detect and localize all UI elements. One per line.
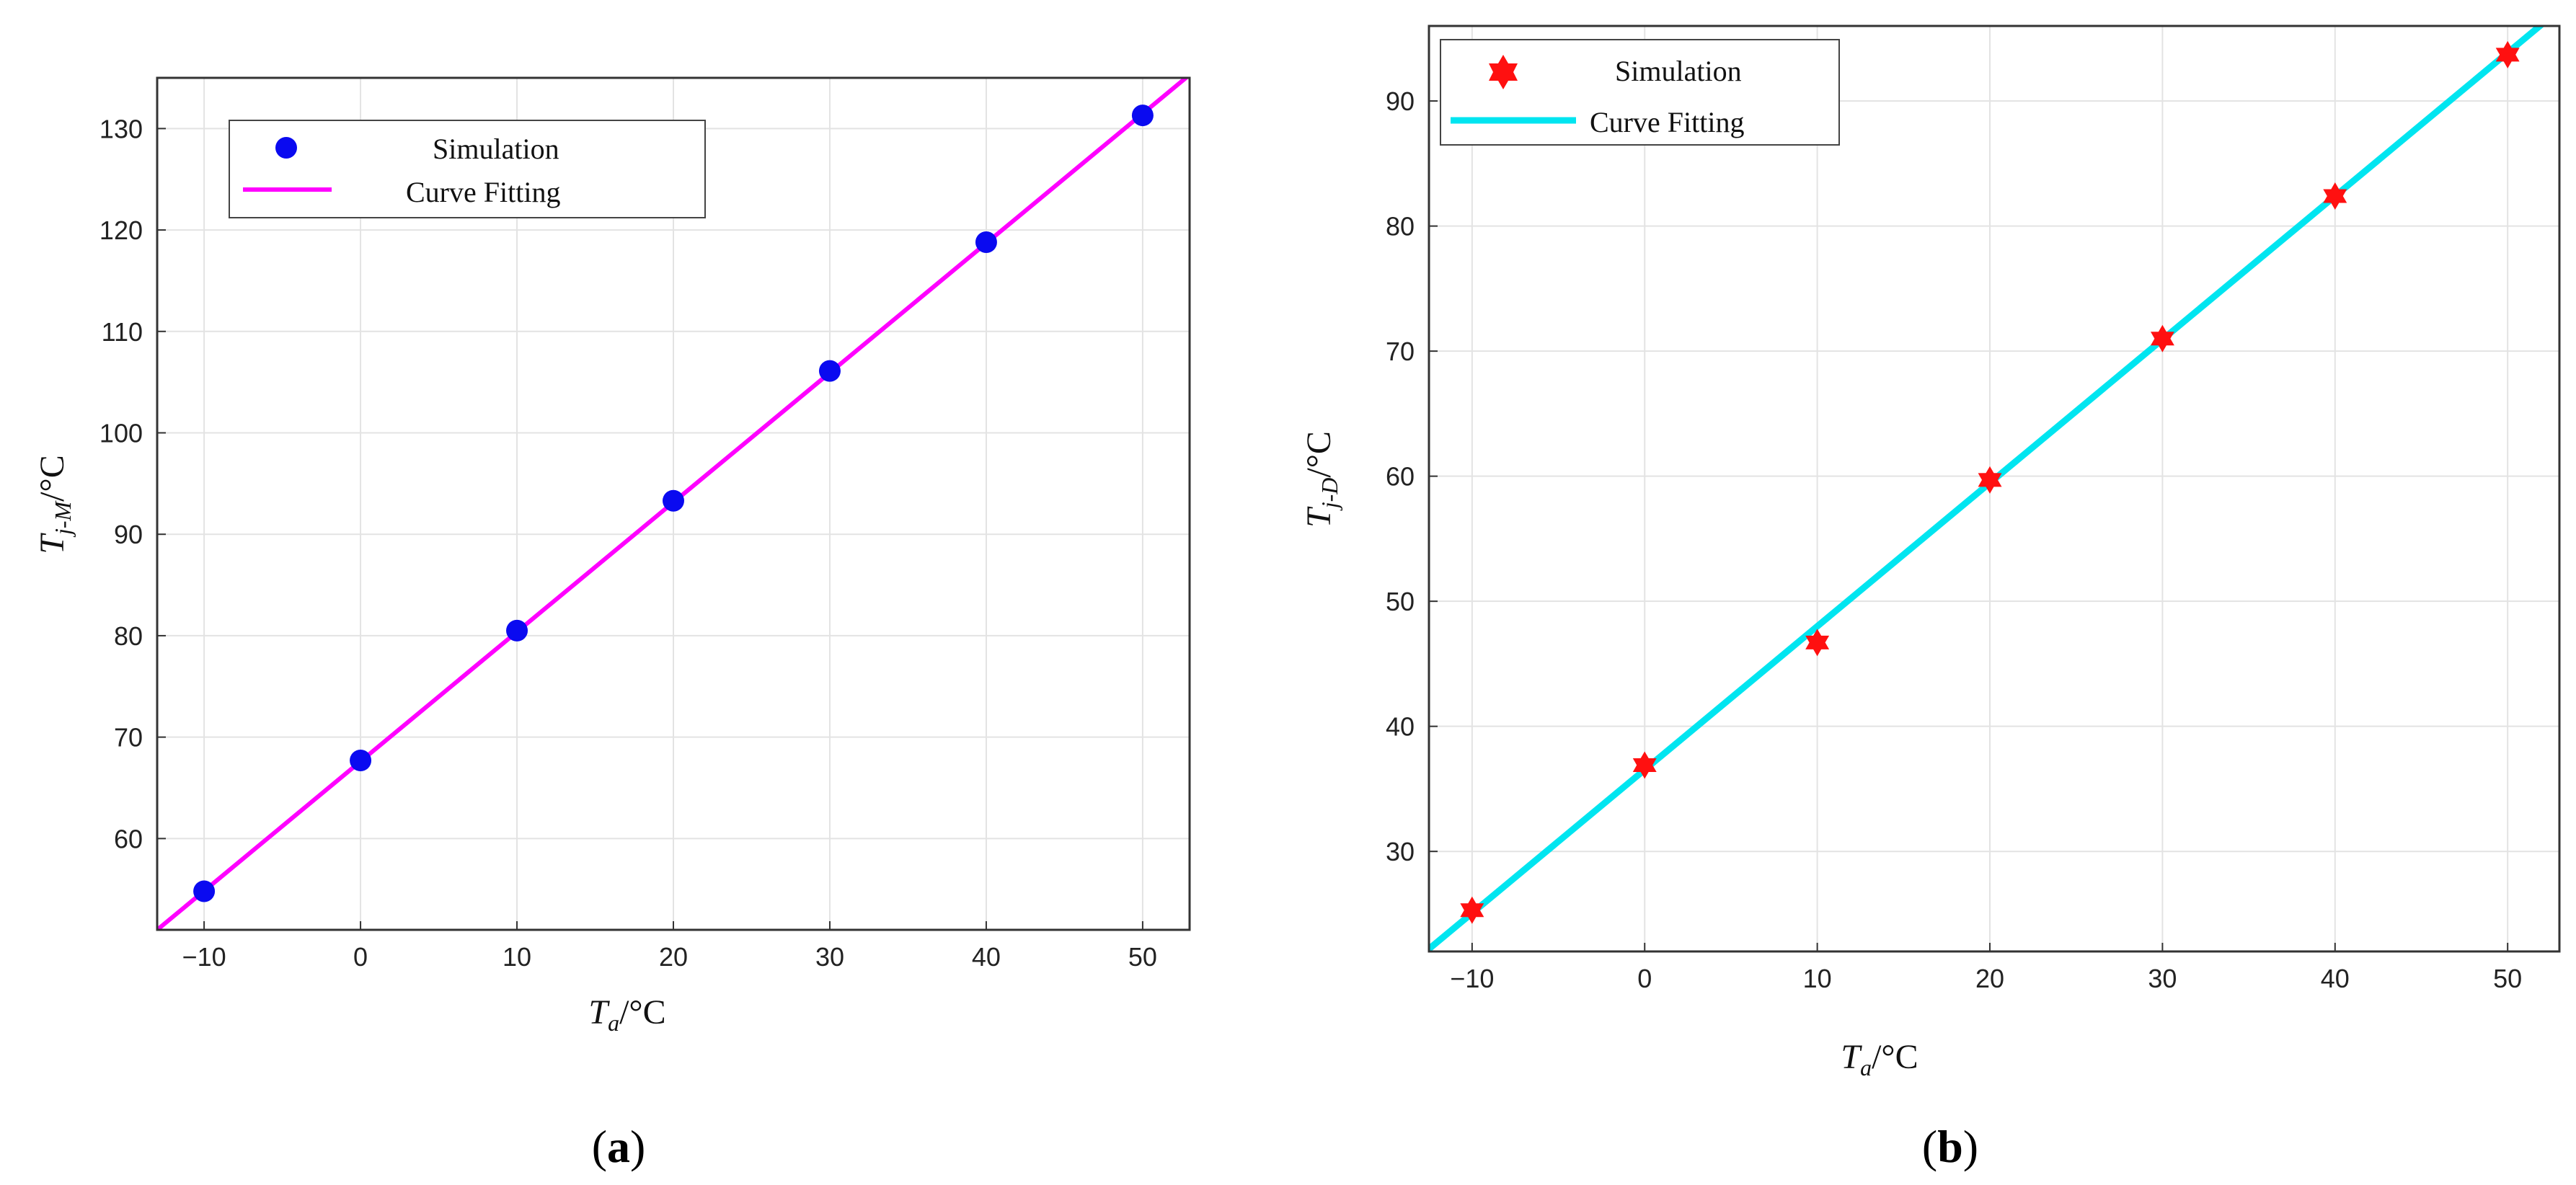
scatter-point-simulation <box>975 231 997 253</box>
x-tick-label: 50 <box>1128 942 1157 972</box>
y-tick-label: 80 <box>1386 212 1415 241</box>
y-tick-label: 80 <box>114 621 143 651</box>
x-tick-label: 40 <box>972 942 1001 972</box>
legend-box-a <box>229 120 706 218</box>
grid-b <box>1429 26 2559 951</box>
x-ticks-a: −10 0 10 20 30 40 50 <box>182 921 1157 972</box>
scatter-point-simulation <box>193 880 216 902</box>
y-tick-label: 120 <box>99 216 143 245</box>
plot-frame-a <box>156 76 1191 931</box>
legend-marker-simulation-a <box>275 137 297 159</box>
x-tick-label: 10 <box>503 942 531 972</box>
caption-a: (a) <box>592 1121 646 1172</box>
panel-b: −10 0 10 20 30 40 50 30 40 50 60 70 80 90 Simulation… <box>1300 25 2561 1172</box>
scatter-point-simulation <box>350 750 372 772</box>
caption-letter-a: a <box>607 1121 630 1172</box>
y-axis-label-sub-a: j-M <box>50 500 76 538</box>
scatter-point-simulation <box>2495 40 2520 68</box>
y-tick-label: 110 <box>102 317 143 347</box>
x-tick-label: 40 <box>2321 964 2350 993</box>
x-ticks-b: −10 0 10 20 30 40 50 <box>1450 943 2522 993</box>
x-tick-label: −10 <box>1450 964 1494 993</box>
scatter-point-simulation <box>1978 466 2002 494</box>
x-axis-label-main-a: T <box>588 993 610 1031</box>
legend-box-b <box>1440 39 1840 146</box>
legend-marker-simulation-b <box>1489 55 1518 89</box>
x-tick-label: 20 <box>659 942 688 972</box>
y-axis-label-unit-b: /°C <box>1300 431 1338 478</box>
y-tick-label: 40 <box>1386 712 1415 742</box>
y-ticks-a: 60 70 80 90 100 110 120 130 <box>99 114 166 853</box>
y-tick-label: 60 <box>1386 462 1415 492</box>
y-axis-label-unit-a: /°C <box>33 455 71 502</box>
y-tick-label: 100 <box>99 419 143 448</box>
y-ticks-b: 30 40 50 60 70 80 90 <box>1386 86 1438 866</box>
y-axis-label-b: Tj-D/°C <box>1300 431 1342 528</box>
y-axis-label-a: Tj-M/°C <box>33 455 76 554</box>
y-tick-label: 130 <box>99 114 143 143</box>
x-tick-label: 30 <box>2148 964 2177 993</box>
legend-label-curve-fitting-a: Curve Fitting <box>406 176 560 208</box>
scatter-point-simulation <box>2323 182 2347 210</box>
x-axis-label-unit-a: /°C <box>619 993 666 1031</box>
scatter-point-simulation <box>1460 896 1484 924</box>
x-axis-label-sub-b: a <box>1860 1055 1872 1080</box>
x-tick-label: −10 <box>182 942 226 972</box>
panel-a: −10 0 10 20 30 40 50 60 70 80 90 100 110 120 130 Simu… <box>33 76 1191 1172</box>
y-tick-label: 70 <box>114 723 143 753</box>
y-axis-label-sub-b: j-D <box>1316 478 1342 512</box>
legend-b: Simulation Curve Fitting <box>1440 39 1840 146</box>
y-tick-label: 70 <box>1386 337 1415 366</box>
scatter-point-simulation <box>2151 324 2174 352</box>
x-axis-label-main-b: T <box>1841 1038 1862 1076</box>
legend-label-curve-fitting-b: Curve Fitting <box>1590 106 1744 138</box>
x-axis-label-a: Ta/°C <box>588 993 665 1036</box>
x-tick-label: 0 <box>1637 964 1652 993</box>
legend-a: Simulation Curve Fitting <box>229 120 706 218</box>
x-tick-label: 10 <box>1803 964 1832 993</box>
scatter-point-simulation <box>1131 105 1154 127</box>
legend-label-simulation-a: Simulation <box>433 133 559 165</box>
scatter-point-simulation <box>506 619 528 642</box>
x-tick-label: 30 <box>815 942 844 972</box>
x-axis-label-b: Ta/°C <box>1841 1038 1918 1080</box>
y-tick-label: 50 <box>1386 587 1415 616</box>
scatter-point-simulation <box>1805 629 1830 657</box>
y-tick-label: 30 <box>1386 837 1415 866</box>
grid-a <box>157 78 1190 930</box>
caption-letter-b: b <box>1937 1121 1963 1172</box>
legend-label-simulation-b: Simulation <box>1615 55 1742 87</box>
series-b <box>1429 26 2545 951</box>
y-tick-label: 60 <box>114 824 143 853</box>
caption-b: (b) <box>1922 1121 1978 1172</box>
y-tick-label: 90 <box>114 520 143 549</box>
x-axis-label-sub-a: a <box>608 1010 619 1036</box>
scatter-point-simulation <box>663 489 684 512</box>
y-tick-label: 90 <box>1386 86 1415 116</box>
series-a <box>157 78 1190 930</box>
y-axis-label-main-b: T <box>1300 506 1338 528</box>
scatter-point-simulation <box>1632 751 1657 779</box>
plot-frame-b <box>1428 25 2561 953</box>
y-axis-label-main-a: T <box>33 533 71 554</box>
x-tick-label: 50 <box>2493 964 2522 993</box>
x-tick-label: 0 <box>353 942 368 972</box>
x-axis-label-unit-b: /°C <box>1872 1038 1918 1076</box>
x-tick-label: 20 <box>1975 964 2004 993</box>
scatter-point-simulation <box>818 360 841 382</box>
